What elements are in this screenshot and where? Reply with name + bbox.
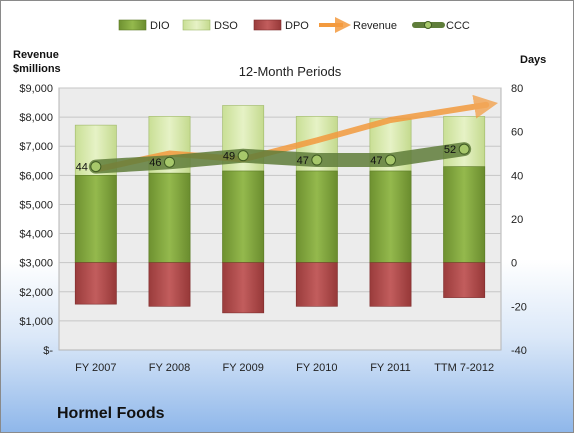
right-tick-label: -40 — [511, 345, 527, 357]
left-tick-label: $2,000 — [19, 287, 53, 299]
left-axis-title: Revenue — [13, 49, 59, 61]
x-tick-label: FY 2009 — [222, 362, 263, 374]
left-tick-label: $8,000 — [19, 112, 53, 124]
ccc-point — [237, 150, 249, 162]
bar-dio — [295, 170, 338, 263]
bar-dio — [443, 166, 486, 263]
ccc-data-label: 47 — [297, 155, 309, 167]
x-tick-label: FY 2011 — [370, 362, 411, 374]
legend-label-ccc: CCC — [446, 20, 470, 32]
bar-dio — [369, 170, 412, 263]
right-tick-label: 80 — [511, 83, 523, 95]
left-tick-label: $6,000 — [19, 170, 53, 182]
right-tick-label: 0 — [511, 258, 517, 270]
ccc-data-label: 44 — [76, 162, 88, 174]
right-tick-label: 20 — [511, 214, 523, 226]
ccc-point — [385, 154, 396, 166]
legend-swatch-dio — [118, 19, 147, 31]
ccc-data-label: 47 — [370, 155, 382, 167]
left-tick-label: $- — [43, 345, 53, 357]
left-tick-label: $4,000 — [19, 229, 53, 241]
legend-swatch-dpo — [253, 19, 282, 31]
right-tick-label: 40 — [511, 170, 523, 182]
legend-label-dio: DIO — [150, 20, 170, 32]
ccc-point — [311, 154, 323, 166]
bar-dpo — [74, 262, 117, 305]
bar-dpo — [369, 262, 412, 307]
right-tick-label: -20 — [511, 301, 527, 313]
bar-dio — [222, 170, 265, 263]
left-axis-title: $millions — [13, 63, 61, 75]
bar-dpo — [148, 262, 191, 307]
legend-label-dpo: DPO — [285, 20, 309, 32]
right-axis-title: Days — [520, 54, 546, 66]
ccc-line — [88, 142, 472, 174]
x-tick-label: FY 2008 — [149, 362, 190, 374]
legend-label-dso: DSO — [214, 20, 238, 32]
bar-dpo — [443, 262, 486, 298]
right-tick-label: 60 — [511, 127, 523, 139]
ccc-data-label: 49 — [223, 151, 235, 163]
left-tick-label: $7,000 — [19, 141, 53, 153]
ccc-data-label: 52 — [444, 144, 456, 156]
bar-dpo — [222, 262, 265, 314]
legend-label-revenue: Revenue — [353, 20, 397, 32]
company-name: Hormel Foods — [57, 405, 165, 422]
left-tick-label: $5,000 — [19, 199, 53, 211]
chart-title: 12-Month Periods — [239, 64, 342, 79]
bar-dio — [74, 175, 117, 263]
ccc-point — [458, 143, 470, 155]
left-tick-label: $3,000 — [19, 258, 53, 270]
ccc-point — [164, 156, 175, 168]
x-tick-label: FY 2010 — [296, 362, 337, 374]
legend-swatch-ccc-marker — [424, 21, 432, 29]
ccc-point — [90, 161, 102, 173]
bar-dpo — [295, 262, 338, 307]
legend-swatch-dso — [182, 19, 211, 31]
x-tick-label: FY 2007 — [75, 362, 116, 374]
bar-dio — [148, 172, 191, 263]
plot-area — [58, 87, 502, 351]
left-tick-label: $1,000 — [19, 316, 53, 328]
ccc-data-label: 46 — [149, 157, 161, 169]
left-tick-label: $9,000 — [19, 83, 53, 95]
x-tick-label: TTM 7-2012 — [434, 362, 494, 374]
